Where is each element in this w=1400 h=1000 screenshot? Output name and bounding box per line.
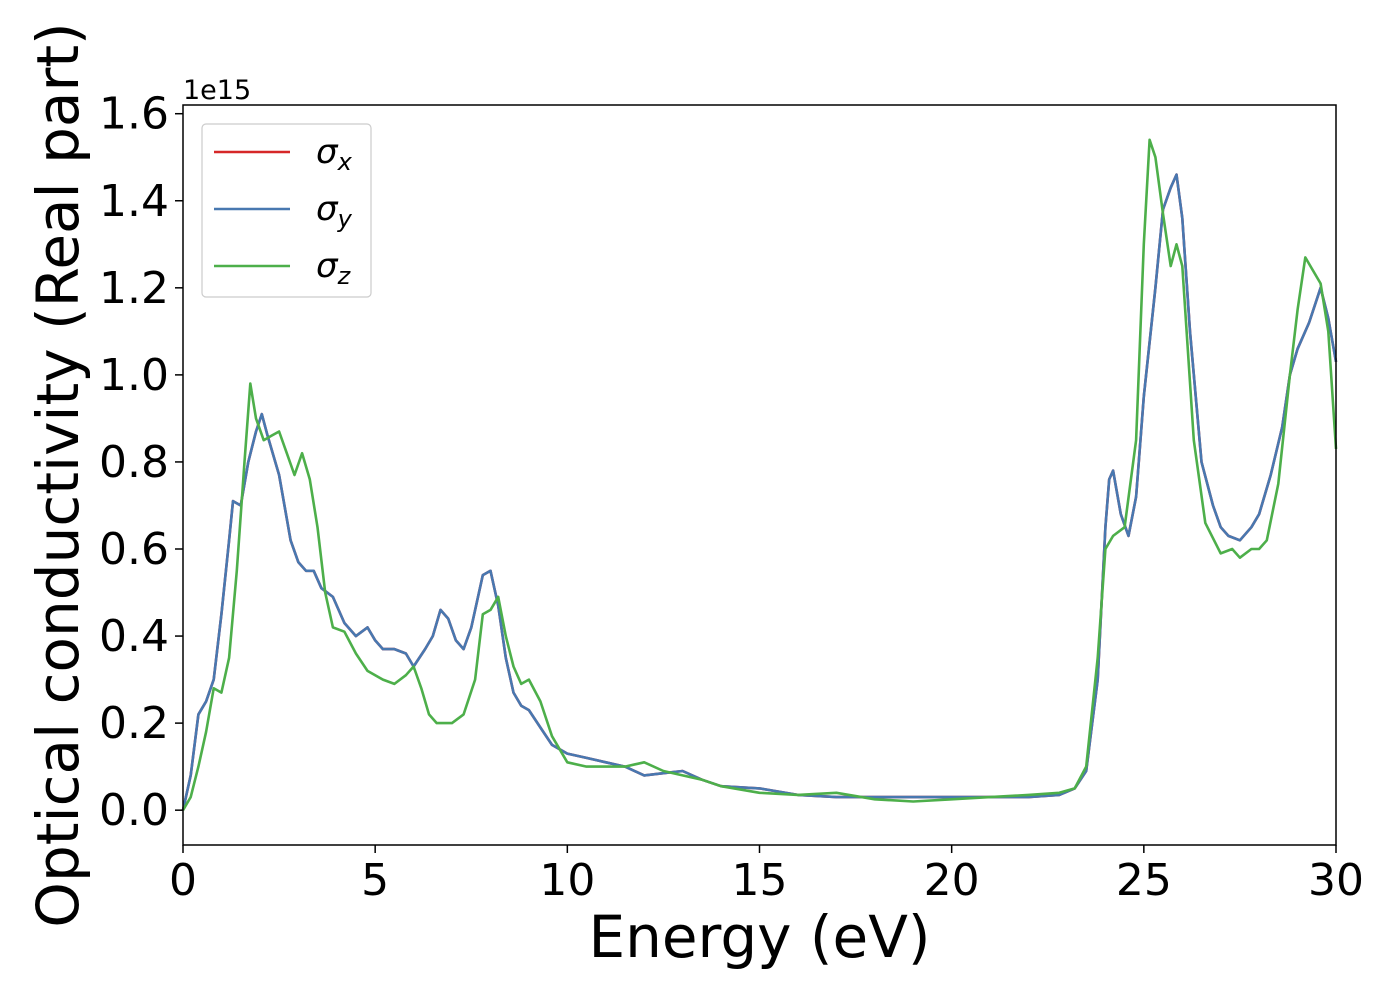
y-tick-label: 1.0 xyxy=(99,350,169,401)
y-tick-label: 0.4 xyxy=(99,611,169,662)
y-tick-label: 0.2 xyxy=(99,698,169,749)
y-axis: 0.0 0.2 0.4 0.6 0.8 1.0 1.2 1.4 1.6 xyxy=(99,89,183,836)
y-tick-label: 1.4 xyxy=(99,176,169,227)
legend-box xyxy=(201,123,372,298)
legend-label-x: σx xyxy=(316,132,353,176)
x-tick-label: 15 xyxy=(732,855,788,906)
y-axis-title: Optical conductivity (Real part) xyxy=(24,22,92,927)
legend-label-z: σz xyxy=(316,246,352,290)
x-tick-label: 0 xyxy=(169,855,197,906)
y-tick-label: 0.0 xyxy=(99,785,169,836)
y-tick-label: 1.2 xyxy=(99,263,169,314)
series-line-z xyxy=(181,138,1338,811)
series-line-y xyxy=(181,173,1338,811)
y-tick-label: 1.6 xyxy=(99,89,169,140)
y-tick-label: 0.8 xyxy=(99,437,169,488)
x-tick-label: 30 xyxy=(1308,855,1364,906)
x-axis-title: Energy (eV) xyxy=(588,903,930,971)
x-axis: 0 5 10 15 20 25 30 xyxy=(169,845,1364,906)
x-tick-label: 25 xyxy=(1116,855,1172,906)
series-layer xyxy=(181,138,1338,811)
x-tick-label: 10 xyxy=(539,855,595,906)
y-tick-label: 0.6 xyxy=(99,524,169,575)
legend: σx σy σz xyxy=(201,123,372,298)
x-tick-label: 20 xyxy=(924,855,980,906)
y-offset-label: 1e15 xyxy=(183,75,251,106)
legend-label-y: σy xyxy=(316,189,353,233)
x-tick-label: 5 xyxy=(361,855,389,906)
